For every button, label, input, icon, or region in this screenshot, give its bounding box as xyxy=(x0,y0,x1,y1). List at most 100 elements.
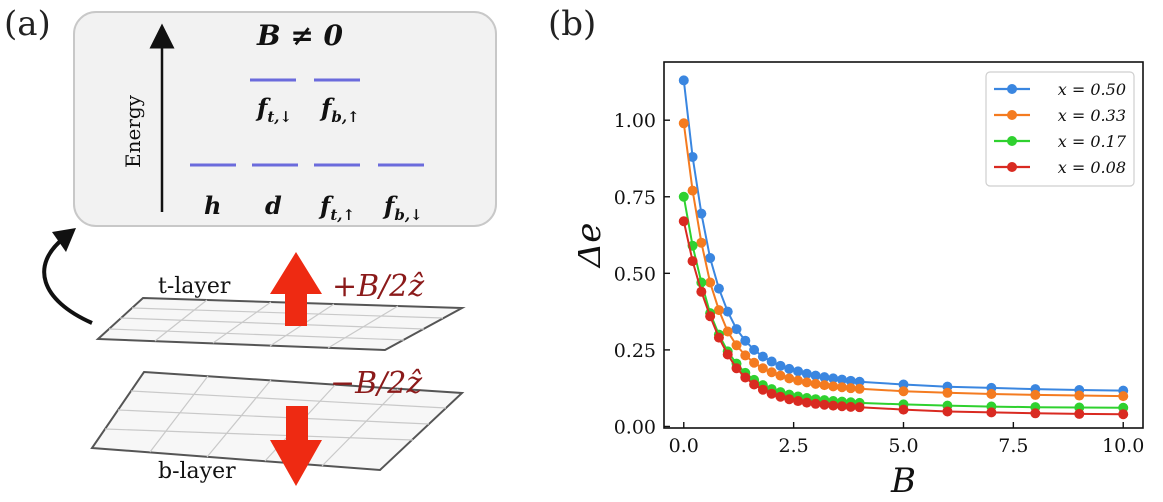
data-point xyxy=(678,75,689,86)
data-point xyxy=(722,326,733,337)
data-point xyxy=(836,382,847,393)
legend-marker xyxy=(1007,84,1017,94)
top-field-label: +B/2ẑ xyxy=(332,269,424,304)
data-point xyxy=(705,253,716,264)
bottom-layer-grid xyxy=(90,370,465,472)
label-h: h xyxy=(204,191,221,220)
data-point xyxy=(828,400,839,411)
data-point xyxy=(854,383,865,394)
data-point xyxy=(678,191,689,202)
data-point xyxy=(1074,390,1085,401)
panel-a-label: (a) xyxy=(4,4,51,44)
top-layer-label: t-layer xyxy=(158,274,231,299)
delta-e-vs-b-chart: 0.0 2.5 5.0 7.5 10.0 0.00 0.25 0.50 0.75 1.00 B Δe x… xyxy=(578,61,1144,501)
series-3 xyxy=(678,216,1129,420)
data-point xyxy=(722,349,733,360)
y-tick-label: 0.00 xyxy=(614,416,656,438)
data-point xyxy=(986,407,997,418)
data-point xyxy=(819,372,830,383)
legend-marker xyxy=(1007,162,1017,172)
data-point xyxy=(705,311,716,322)
series-0 xyxy=(678,75,1129,396)
label-f-b-up: fb,↑ xyxy=(319,93,360,126)
legend-marker xyxy=(1007,110,1017,120)
x-tick-label: 5.0 xyxy=(888,435,918,457)
data-point xyxy=(793,375,804,386)
label-f-t-up-sub: t,↑ xyxy=(330,206,355,224)
legend: x = 0.50 x = 0.33 x = 0.17 x = 0.08 xyxy=(985,71,1135,187)
panel-b-label: (b) xyxy=(548,4,597,44)
data-point xyxy=(713,305,724,316)
curved-arrow-head xyxy=(52,228,76,252)
energy-axis-label: Energy xyxy=(121,94,145,168)
label-f-t-up: ft,↑ xyxy=(318,191,355,224)
energy-level-box xyxy=(73,11,497,227)
bottom-layer-label: b-layer xyxy=(158,459,236,484)
data-point xyxy=(1118,391,1129,402)
x-tick-label: 2.5 xyxy=(779,435,809,457)
data-point xyxy=(749,379,760,390)
data-point xyxy=(1030,408,1041,419)
x-tick-label: 0.0 xyxy=(669,435,699,457)
data-point xyxy=(784,363,795,374)
label-f-t-up-main: f xyxy=(318,191,334,220)
data-point xyxy=(696,208,707,219)
label-f-b-down-main: f xyxy=(382,191,398,220)
data-point xyxy=(766,367,777,378)
data-point xyxy=(1118,409,1129,420)
data-point xyxy=(687,151,698,162)
data-point xyxy=(713,332,724,343)
top-layer-grid xyxy=(95,296,466,352)
x-axis-label: B xyxy=(890,461,916,501)
label-f-b-up-sub: b,↑ xyxy=(331,108,359,126)
data-point xyxy=(687,185,698,196)
data-point xyxy=(757,384,768,395)
data-point xyxy=(898,386,909,397)
y-tick-label: 0.75 xyxy=(614,187,656,209)
data-point xyxy=(696,237,707,248)
data-point xyxy=(731,324,742,335)
data-point xyxy=(810,378,821,389)
data-point xyxy=(801,397,812,408)
data-point xyxy=(854,376,865,387)
y-tick-label: 0.50 xyxy=(614,263,656,285)
data-point xyxy=(793,396,804,407)
data-point xyxy=(731,363,742,374)
data-point xyxy=(678,216,689,227)
data-point xyxy=(828,373,839,384)
bottom-field-label: −B/2ẑ xyxy=(330,366,422,401)
data-point xyxy=(801,377,812,388)
curved-arrow xyxy=(42,236,93,325)
data-point xyxy=(898,404,909,415)
legend-marker xyxy=(1007,136,1017,146)
label-f-t-down-main: f xyxy=(255,93,271,122)
data-point xyxy=(749,344,760,355)
data-point xyxy=(713,283,724,294)
field-arrow-up xyxy=(270,252,322,326)
data-point xyxy=(845,401,856,412)
data-point xyxy=(845,375,856,386)
data-point xyxy=(775,370,786,381)
data-point xyxy=(696,286,707,297)
data-point xyxy=(757,363,768,374)
energy-box-title: B ≠ 0 xyxy=(256,19,344,52)
label-f-t-down: ft,↓ xyxy=(255,93,292,126)
label-f-b-up-main: f xyxy=(319,93,335,122)
data-point xyxy=(854,402,865,413)
data-point xyxy=(1030,389,1041,400)
data-point xyxy=(731,340,742,351)
label-f-b-down: fb,↓ xyxy=(382,191,423,224)
field-arrow-down xyxy=(270,406,322,486)
data-point xyxy=(687,256,698,267)
y-tick-label: 1.00 xyxy=(614,110,656,132)
legend-label: x = 0.33 xyxy=(1058,106,1126,125)
data-point xyxy=(784,394,795,405)
data-point xyxy=(775,391,786,402)
data-point xyxy=(766,356,777,367)
data-point xyxy=(836,374,847,385)
data-point xyxy=(740,350,751,361)
y-tick-label: 0.25 xyxy=(614,340,656,362)
data-point xyxy=(986,389,997,400)
data-point xyxy=(942,387,953,398)
data-point xyxy=(819,399,830,410)
